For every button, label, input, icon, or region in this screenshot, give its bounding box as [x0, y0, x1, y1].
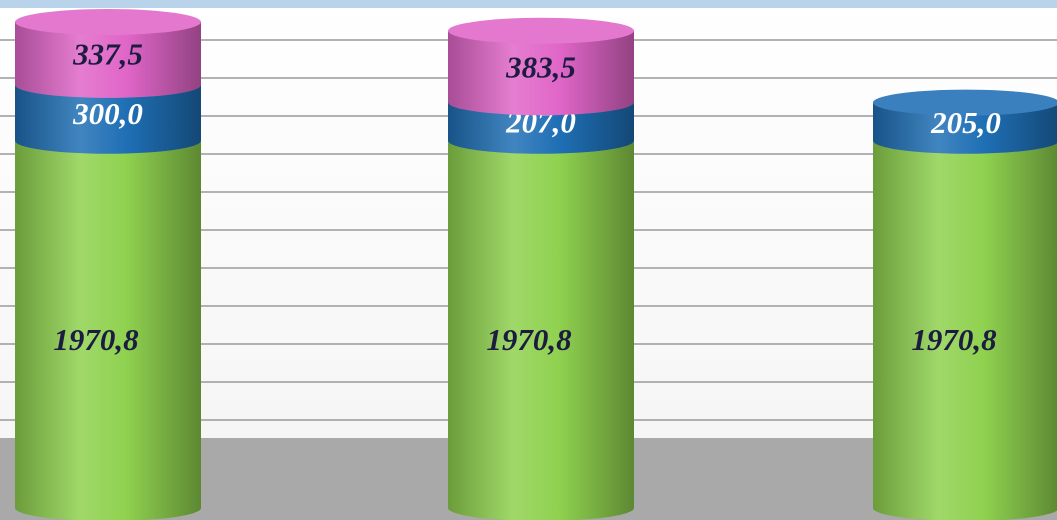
cylinder-cap — [873, 89, 1057, 116]
value-label: 383,5 — [505, 50, 576, 85]
cylinder-segment — [15, 140, 201, 508]
value-label: 300,0 — [72, 96, 143, 131]
cylinder-cap — [15, 9, 201, 35]
value-label: 205,0 — [930, 105, 1001, 140]
value-label: 337,5 — [72, 37, 143, 72]
cylinder-cap — [448, 17, 634, 44]
value-label: 1970,8 — [53, 322, 139, 357]
cylinder-segment — [873, 140, 1057, 508]
plot: 1970,8300,0337,51970,8207,0383,51970,820… — [15, 9, 1057, 520]
top-strip — [0, 0, 1057, 8]
value-label: 1970,8 — [911, 322, 997, 357]
value-label: 1970,8 — [486, 322, 572, 357]
cylinder-segment — [448, 140, 634, 508]
